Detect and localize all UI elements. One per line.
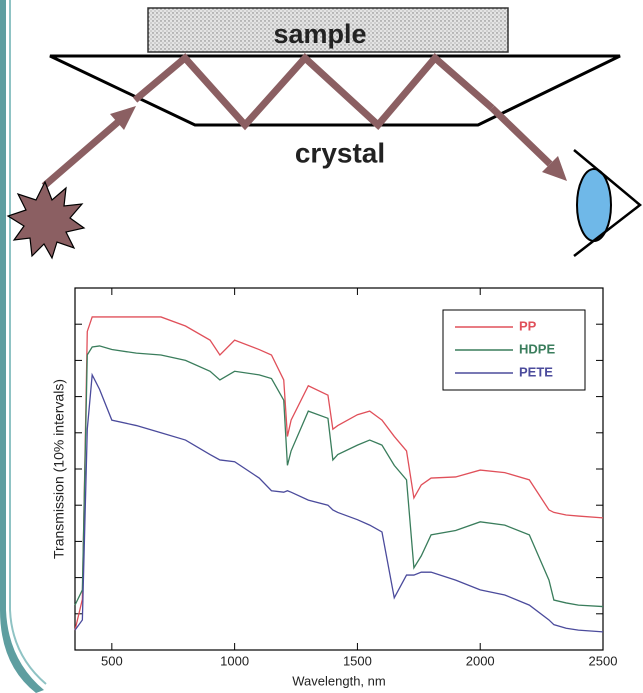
legend-label: PETE — [519, 364, 553, 379]
x-tick-label: 1000 — [220, 653, 249, 668]
x-tick-label: 2000 — [466, 653, 495, 668]
x-tick-label: 1500 — [343, 653, 372, 668]
sample-label: sample — [273, 19, 366, 49]
legend-label: PP — [519, 318, 537, 333]
legend-label: HDPE — [519, 341, 555, 356]
light-path — [132, 53, 495, 131]
x-tick-label: 500 — [101, 653, 123, 668]
series-line — [74, 316, 604, 631]
crystal — [49, 54, 621, 127]
x-tick-label: 2500 — [589, 653, 618, 668]
slide-stripe-line — [9, 0, 47, 685]
arrowhead — [542, 156, 567, 181]
y-axis-title: Transmission (10% intervals) — [51, 379, 67, 559]
sample-block — [147, 7, 509, 53]
series-line — [74, 345, 604, 608]
slide-stripe — [0, 0, 44, 693]
crystal-label: crystal — [295, 137, 385, 168]
incoming-arrow — [41, 119, 121, 189]
series-line — [74, 372, 604, 633]
light-source — [6, 180, 86, 260]
outgoing-arrow — [489, 105, 553, 167]
eye — [573, 149, 642, 257]
arrowhead — [110, 106, 136, 130]
x-axis-title: Wavelength, nm — [292, 673, 385, 688]
chart: Wavelength, nm Transmission (10% interva… — [51, 287, 618, 688]
